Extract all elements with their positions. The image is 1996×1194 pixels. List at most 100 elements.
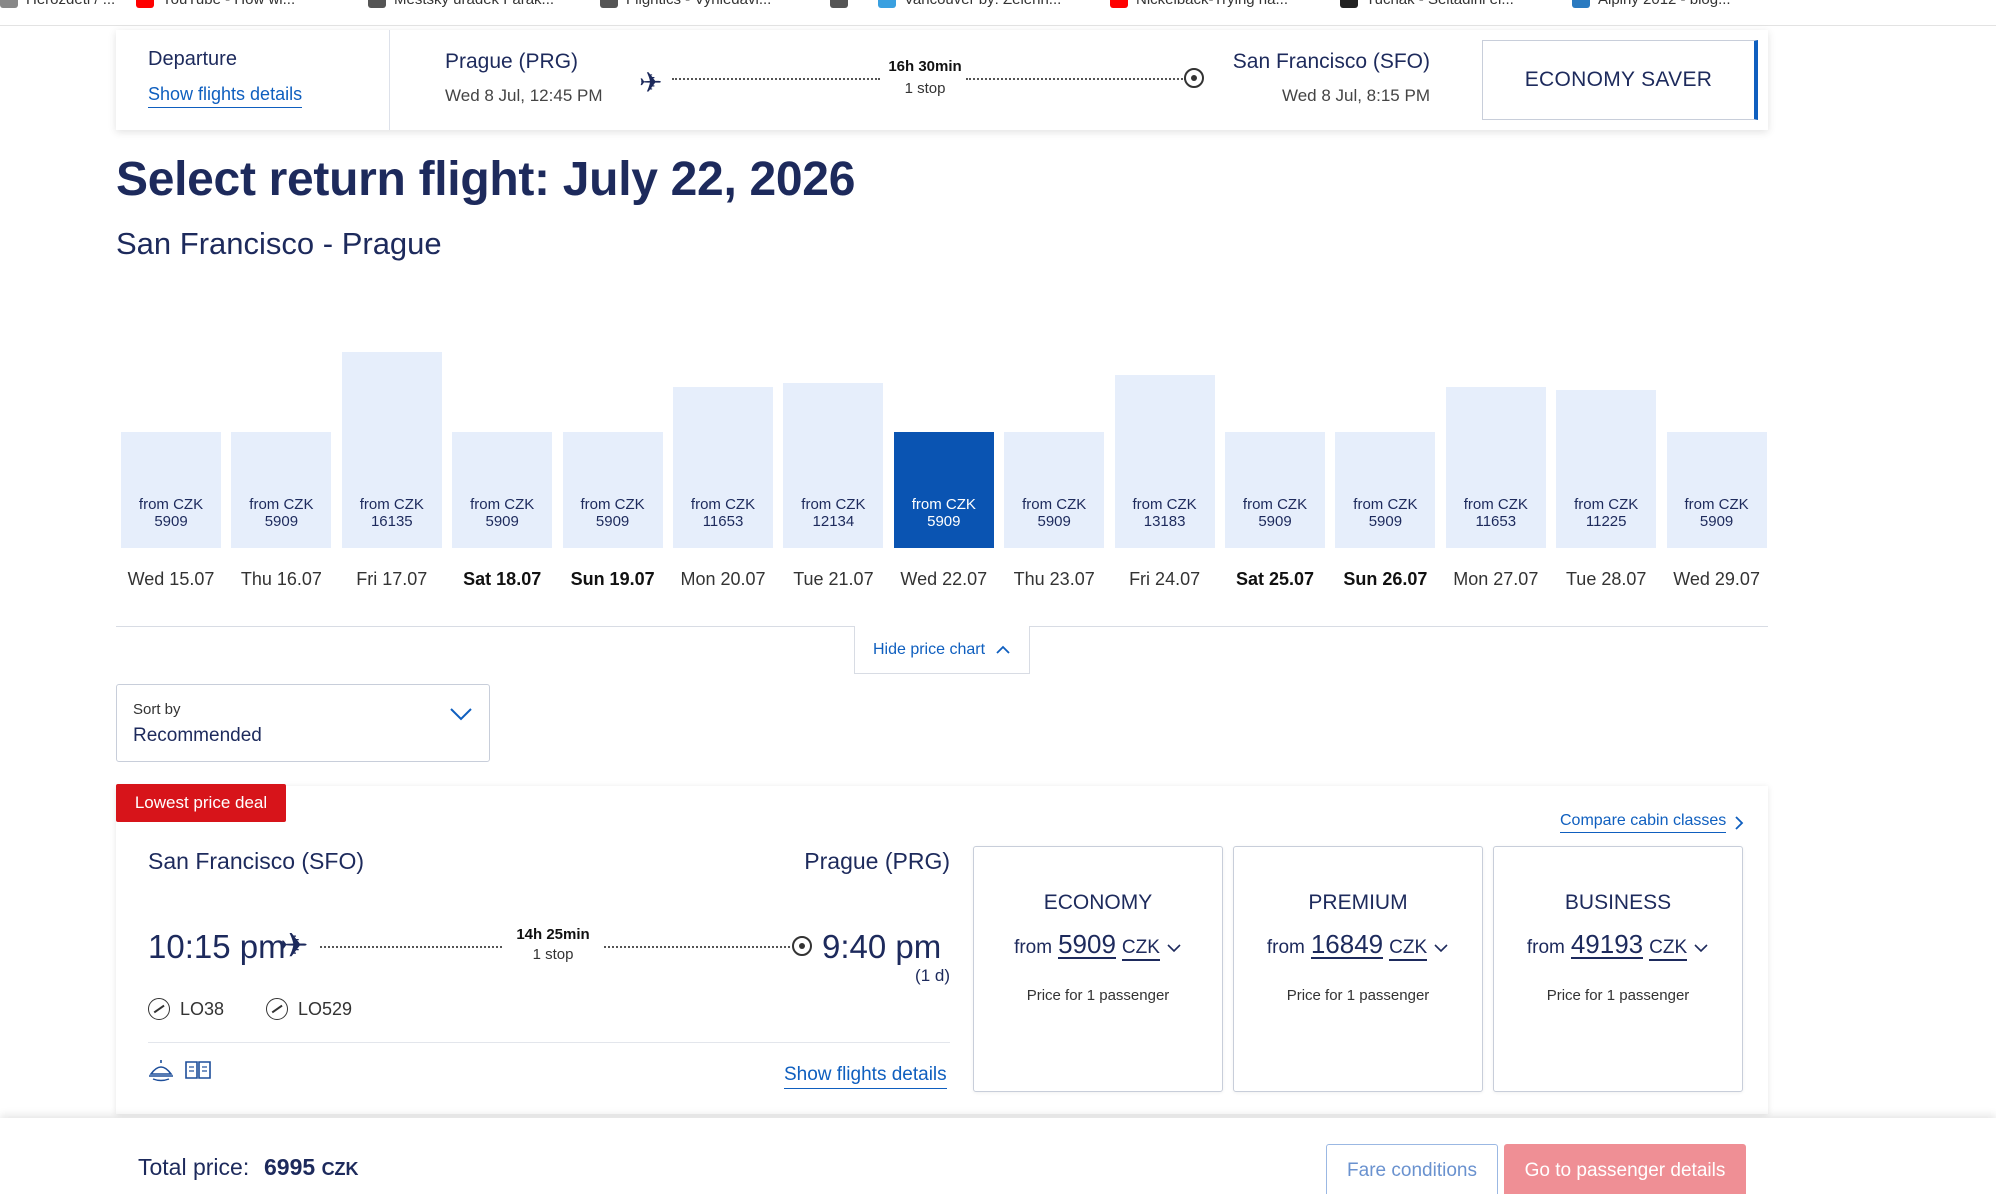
price-value: 5909 <box>1037 513 1071 530</box>
price-chart-day[interactable]: from CZK 5909 Wed 15.07 <box>121 340 221 590</box>
cabin-price-note: Price for 1 passenger <box>1026 987 1170 1004</box>
departure-stops: 1 stop <box>904 80 946 97</box>
price-bar[interactable] <box>1445 387 1546 548</box>
price-bar-label: from CZK 5909 <box>894 496 994 530</box>
price-bar-date: Thu 16.07 <box>240 569 322 589</box>
price-bar-label: from CZK 5909 <box>1667 496 1767 530</box>
price-value: 12134 <box>812 513 855 530</box>
price-bar-date: Wed 29.07 <box>1673 569 1760 589</box>
bookmark-item[interactable] <box>830 0 856 8</box>
price-bar[interactable] <box>121 432 221 548</box>
departure-label-section: Departure Show flights details <box>116 30 390 130</box>
chevron-down-icon <box>1434 944 1448 953</box>
price-chart-day[interactable]: from CZK 5909 Sun 26.07 <box>1335 340 1436 590</box>
price-bar-date: Tue 28.07 <box>1565 569 1647 589</box>
price-chart-day[interactable]: from CZK 5909 Wed 29.07 <box>1666 340 1767 590</box>
hide-price-chart-button[interactable]: Hide price chart <box>854 626 1030 674</box>
site-icon <box>878 0 896 8</box>
price-chart-day[interactable]: from CZK 5909 Thu 16.07 <box>231 340 332 590</box>
price-chart-day[interactable]: from CZK 12134 Tue 21.07 <box>783 340 884 590</box>
price-chart-day[interactable]: from CZK 11225 Tue 28.07 <box>1556 340 1657 590</box>
price-chart-day[interactable]: from CZK 5909 Sat 18.07 <box>452 340 553 590</box>
bookmark-item[interactable]: Vancouver by: Zelenh... <box>878 0 1061 8</box>
price-value: 5909 <box>1258 513 1292 530</box>
cabin-option-economy[interactable]: ECONOMY from 5909 CZK Price for 1 passenger <box>973 846 1223 1092</box>
price-bar[interactable] <box>1556 390 1657 548</box>
price-value: 5909 <box>485 513 519 530</box>
price-bar[interactable] <box>1225 432 1325 548</box>
price-bar-label: from CZK 5909 <box>563 496 663 530</box>
price-bar[interactable] <box>231 432 332 548</box>
price-bar[interactable] <box>893 432 994 548</box>
arrival-time: 9:40 pm <box>822 928 942 965</box>
price-prefix: from CZK <box>359 496 424 513</box>
show-flight-details-link[interactable]: Show flights details <box>784 1064 947 1089</box>
flight-stops: 1 stop <box>532 946 574 963</box>
airplane-icon: ✈ <box>280 927 309 965</box>
bookmark-item[interactable]: Herozdeti / ... <box>0 0 115 8</box>
price-bar[interactable] <box>673 387 773 548</box>
price-prefix: from CZK <box>1684 496 1749 513</box>
compare-cabin-classes-link[interactable]: Compare cabin classes <box>1560 812 1744 833</box>
price-chart-day[interactable]: from CZK 5909 Wed 22.07 <box>893 340 994 590</box>
cabin-price[interactable]: from 5909 CZK <box>974 931 1222 961</box>
bookmark-item[interactable]: Mestsky uradek Farak... <box>368 0 554 8</box>
price-chart-day[interactable]: from CZK 5909 Sat 25.07 <box>1225 340 1325 590</box>
bookmark-item[interactable]: Flightics - Vyhledavi... <box>600 0 771 8</box>
price-prefix: from CZK <box>1463 496 1528 513</box>
price-bar-date: Sat 18.07 <box>463 569 542 589</box>
cabin-option-premium[interactable]: PREMIUM from 16849 CZK Price for 1 passenger <box>1233 846 1483 1092</box>
cabin-price-prefix: from <box>1014 937 1053 958</box>
price-value: 11225 <box>1585 513 1627 530</box>
cabin-price-currency: CZK <box>1389 937 1428 961</box>
bookmark-item[interactable]: YouTube - How wl... <box>136 0 295 8</box>
route-line <box>604 946 790 948</box>
total-price-value: 6995 CZK <box>264 1154 359 1181</box>
price-bar[interactable] <box>1114 375 1215 548</box>
globe-icon <box>368 0 386 8</box>
price-chart-day[interactable]: from CZK 11653 Mon 27.07 <box>1445 340 1546 590</box>
price-bar[interactable] <box>562 432 663 548</box>
show-departure-details-link[interactable]: Show flights details <box>148 84 303 108</box>
price-bar-label: from CZK 5909 <box>231 496 331 530</box>
cabin-name: BUSINESS <box>1564 891 1672 914</box>
price-bar-label: from CZK 11653 <box>673 496 773 530</box>
price-bar[interactable] <box>1666 432 1767 548</box>
bookmark-item[interactable]: Tucnak - Seltadini el... <box>1340 0 1514 8</box>
bookmark-item[interactable]: Alpiny 2012 - blog... <box>1572 0 1731 8</box>
price-bar[interactable] <box>1335 432 1436 548</box>
price-chart-day[interactable]: from CZK 5909 Thu 23.07 <box>1004 340 1105 590</box>
cabin-price-prefix: from <box>1526 937 1565 958</box>
price-prefix: from CZK <box>801 496 866 513</box>
price-bar[interactable] <box>783 383 884 548</box>
sort-value: Recommended <box>133 725 262 746</box>
price-chart-day[interactable]: from CZK 11653 Mon 20.07 <box>673 340 773 590</box>
cabin-price[interactable]: from 49193 CZK <box>1494 931 1742 961</box>
chevron-down-icon <box>1694 944 1708 953</box>
route-line <box>320 946 502 948</box>
price-bar-label: from CZK 5909 <box>121 496 221 530</box>
price-chart-day[interactable]: from CZK 16135 Fri 17.07 <box>341 340 442 590</box>
sort-select[interactable]: Sort by Recommended <box>116 684 490 762</box>
price-bar-date: Wed 22.07 <box>900 569 988 589</box>
price-value: 11653 <box>702 513 744 530</box>
price-chart: from CZK 5909 Wed 15.07 from CZK 5909 Thu 16.… <box>116 340 1768 590</box>
flight-number-2: LO529 <box>266 998 352 1020</box>
price-value: 5909 <box>154 513 188 530</box>
cabin-price[interactable]: from 16849 CZK <box>1234 931 1482 961</box>
price-bar[interactable] <box>1004 432 1105 548</box>
price-bar[interactable] <box>341 352 442 548</box>
youtube-icon <box>136 0 154 8</box>
entertainment-book-icon <box>185 1061 211 1079</box>
cabin-price-currency: CZK <box>1649 937 1688 961</box>
bookmark-label: Vancouver by: Zelenh... <box>904 0 1061 8</box>
price-bar[interactable] <box>452 432 553 548</box>
bookmark-item[interactable]: Nickelback-Trying na... <box>1110 0 1288 8</box>
go-to-passenger-details-button[interactable]: Go to passenger details <box>1504 1144 1746 1194</box>
cabin-option-business[interactable]: BUSINESS from 49193 CZK Price for 1 passenge… <box>1493 846 1743 1092</box>
fare-conditions-button[interactable]: Fare conditions <box>1326 1144 1498 1194</box>
price-chart-day[interactable]: from CZK 13183 Fri 24.07 <box>1114 340 1215 590</box>
fare-class-badge[interactable]: ECONOMY SAVER <box>1482 40 1758 120</box>
chevron-up-icon <box>996 645 1010 654</box>
price-chart-day[interactable]: from CZK 5909 Sun 19.07 <box>562 340 663 590</box>
